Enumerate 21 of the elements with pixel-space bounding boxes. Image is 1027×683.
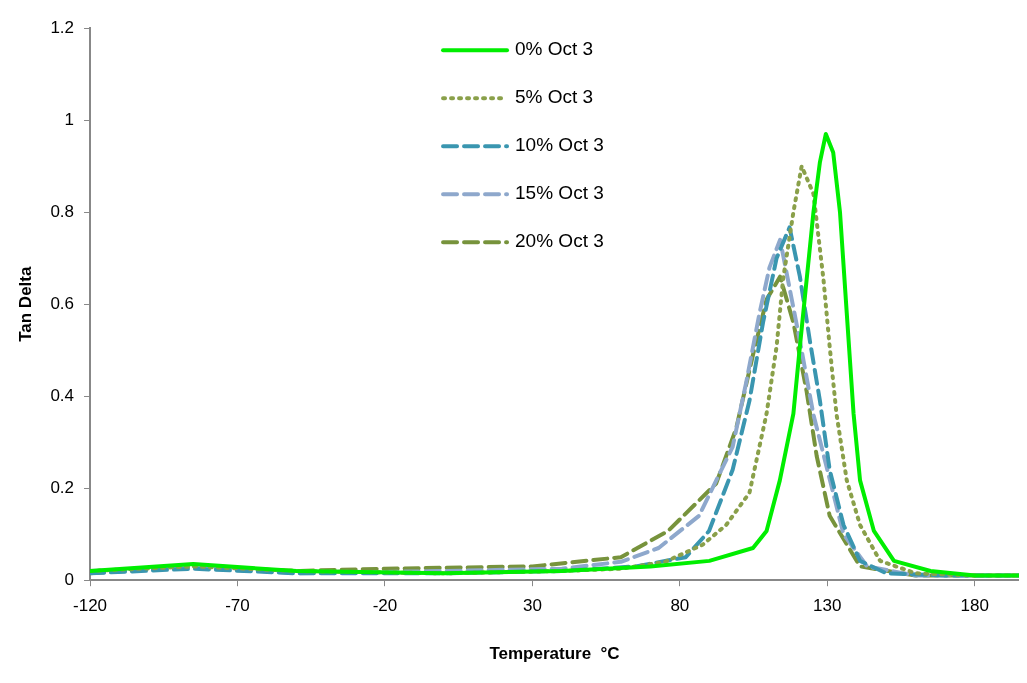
x-tick-label: -70 (225, 596, 250, 616)
y-tick-label: 0.8 (50, 201, 75, 221)
y-tick-label: 0.2 (50, 477, 75, 497)
x-tick-label: 30 (522, 596, 542, 616)
y-axis-title: Tan Delta (15, 266, 35, 342)
legend-label: 10% Oct 3 (515, 134, 604, 156)
y-tick-label: 0 (64, 569, 75, 589)
x-tick-label: -120 (73, 596, 108, 616)
x-tick-label: 180 (960, 596, 989, 616)
x-tick-label: 130 (813, 596, 842, 616)
legend-label: 5% Oct 3 (515, 86, 594, 108)
y-tick-label: 1.2 (50, 17, 75, 37)
y-tick-label: 0.6 (50, 293, 75, 313)
x-axis-title: Temperature °C (489, 644, 620, 664)
x-tick-label: -20 (372, 596, 398, 616)
y-tick-label: 0.4 (50, 385, 75, 405)
x-tick-label: 80 (670, 596, 690, 616)
legend-label: 20% Oct 3 (515, 230, 604, 252)
legend-label: 15% Oct 3 (515, 182, 604, 204)
y-tick-label: 1 (64, 109, 75, 129)
legend-label: 0% Oct 3 (515, 38, 594, 60)
